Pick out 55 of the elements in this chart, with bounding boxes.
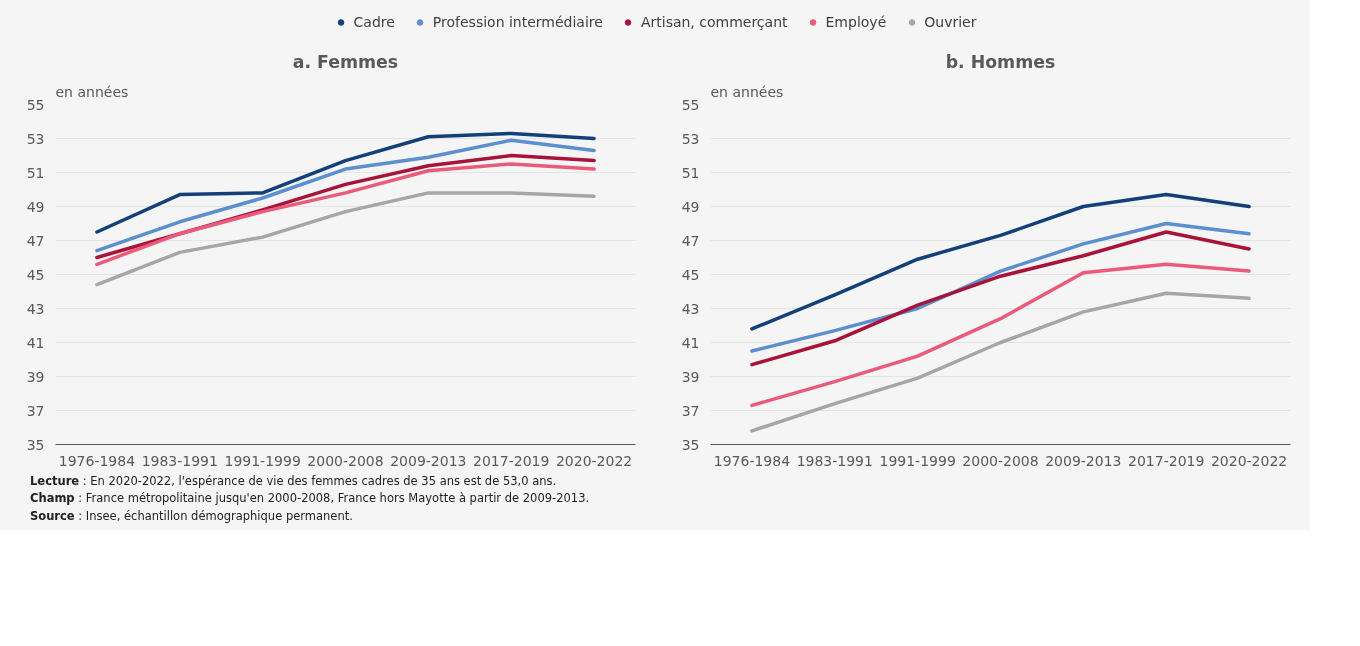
y-tick-label: 41 xyxy=(681,334,700,351)
y-tick-label: 37 xyxy=(26,402,45,419)
text: Champ : France métropolitaine jusqu'en 2000-2008, France hors Mayotte à partir de 2009-2013. xyxy=(30,491,590,506)
legend-label: Cadre xyxy=(353,14,395,30)
y-tick-label: 55 xyxy=(26,96,45,113)
x-tick-label: 1991-1999 xyxy=(224,452,301,469)
y-tick-label: 43 xyxy=(681,300,700,317)
y-tick-label: 39 xyxy=(26,368,45,385)
legend-label: Employé xyxy=(825,14,887,30)
y-tick-label: 35 xyxy=(681,436,700,453)
y-tick-label: 51 xyxy=(681,164,700,181)
x-tick-label: 2020-2022 xyxy=(555,452,633,469)
y-tick-label: 49 xyxy=(681,198,700,215)
y-tick-label: 49 xyxy=(26,198,45,215)
text: Lecture : En 2020-2022, l'espérance de vie des femmes cadres de 35 ans est de 53,0 ans. xyxy=(30,474,557,488)
line-series xyxy=(95,131,596,234)
x-tick-label: 2009-2013 xyxy=(390,452,467,469)
line-series xyxy=(95,191,596,287)
line-series xyxy=(750,291,1251,433)
y-tick-label: 45 xyxy=(26,266,45,283)
line-series xyxy=(750,262,1251,408)
x-tick-label: 2017-2019 xyxy=(473,452,550,469)
y-tick-label: 35 xyxy=(26,436,45,453)
x-tick-label: 2000-2008 xyxy=(307,452,384,469)
source-note: Source : Insee, échantillon démographique permanent. xyxy=(30,508,353,523)
line-series xyxy=(750,230,1251,367)
y-tick-label: 37 xyxy=(681,402,700,419)
line-series xyxy=(95,138,596,253)
x-tick-label: 2017-2019 xyxy=(1128,452,1205,469)
x-tick-label: 1976-1984 xyxy=(58,452,136,469)
y-tick-label: 53 xyxy=(681,130,700,147)
y-tick-label: 53 xyxy=(26,130,45,147)
x-tick-label: 2000-2008 xyxy=(962,452,1039,469)
legend-label: Profession intermédiaire xyxy=(432,14,603,30)
y-tick-label: 45 xyxy=(681,266,700,283)
x-tick-label: 1991-1999 xyxy=(879,452,956,469)
y-tick-label: 43 xyxy=(26,300,45,317)
y-tick-label: 41 xyxy=(26,334,45,351)
y-tick-label: 47 xyxy=(681,232,700,249)
chart-title: a. Femmes xyxy=(292,51,399,72)
line-series xyxy=(750,192,1251,331)
y-tick-label: 47 xyxy=(26,232,45,249)
x-tick-label: 2009-2013 xyxy=(1045,452,1122,469)
y-tick-label: 51 xyxy=(26,164,45,181)
legend-label: Ouvrier xyxy=(924,14,977,30)
y-axis-title: en années xyxy=(710,83,784,100)
y-tick-label: 55 xyxy=(681,96,700,113)
x-tick-label: 1976-1984 xyxy=(713,452,791,469)
x-tick-label: 1983-1991 xyxy=(141,452,218,469)
x-tick-label: 2020-2022 xyxy=(1210,452,1288,469)
y-axis-title: en années xyxy=(55,83,129,100)
legend-label: Artisan, commerçant xyxy=(640,14,788,30)
chart-title: b. Hommes xyxy=(945,51,1056,72)
x-tick-label: 1983-1991 xyxy=(796,452,873,469)
y-tick-label: 39 xyxy=(681,368,700,385)
